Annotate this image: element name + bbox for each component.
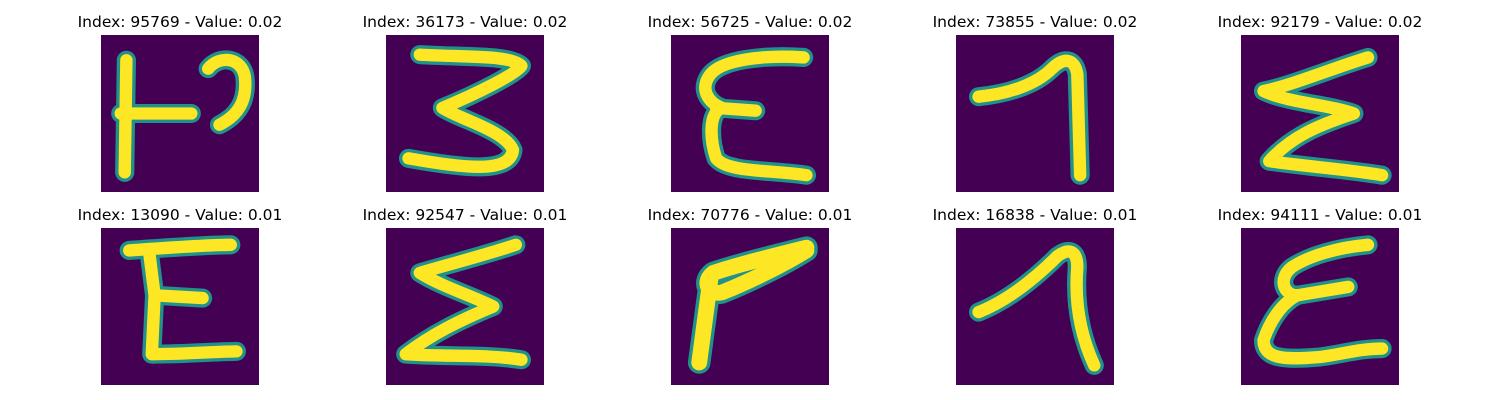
glyph-image (386, 35, 544, 192)
panel-title: Index: 92179 - Value: 0.02 (1217, 13, 1423, 31)
panel-title: Index: 95769 - Value: 0.02 (77, 13, 283, 31)
image-background (956, 35, 1114, 192)
glyph-image (956, 228, 1114, 385)
glyph-image (101, 35, 259, 192)
panel-title: Index: 56725 - Value: 0.02 (647, 13, 853, 31)
glyph-image (1241, 228, 1399, 385)
panel-title: Index: 73855 - Value: 0.02 (932, 13, 1138, 31)
panel-title: Index: 36173 - Value: 0.02 (362, 13, 568, 31)
panel-title: Index: 16838 - Value: 0.01 (932, 206, 1138, 224)
panel-title: Index: 13090 - Value: 0.01 (77, 206, 283, 224)
glyph-image (671, 228, 829, 385)
glyph-image (956, 35, 1114, 192)
glyph-image (671, 35, 829, 192)
panel-title: Index: 92547 - Value: 0.01 (362, 206, 568, 224)
glyph-image (1241, 35, 1399, 192)
panel-title: Index: 70776 - Value: 0.01 (647, 206, 853, 224)
glyph-image (101, 228, 259, 385)
panel-title: Index: 94111 - Value: 0.01 (1217, 206, 1423, 224)
glyph-image (386, 228, 544, 385)
